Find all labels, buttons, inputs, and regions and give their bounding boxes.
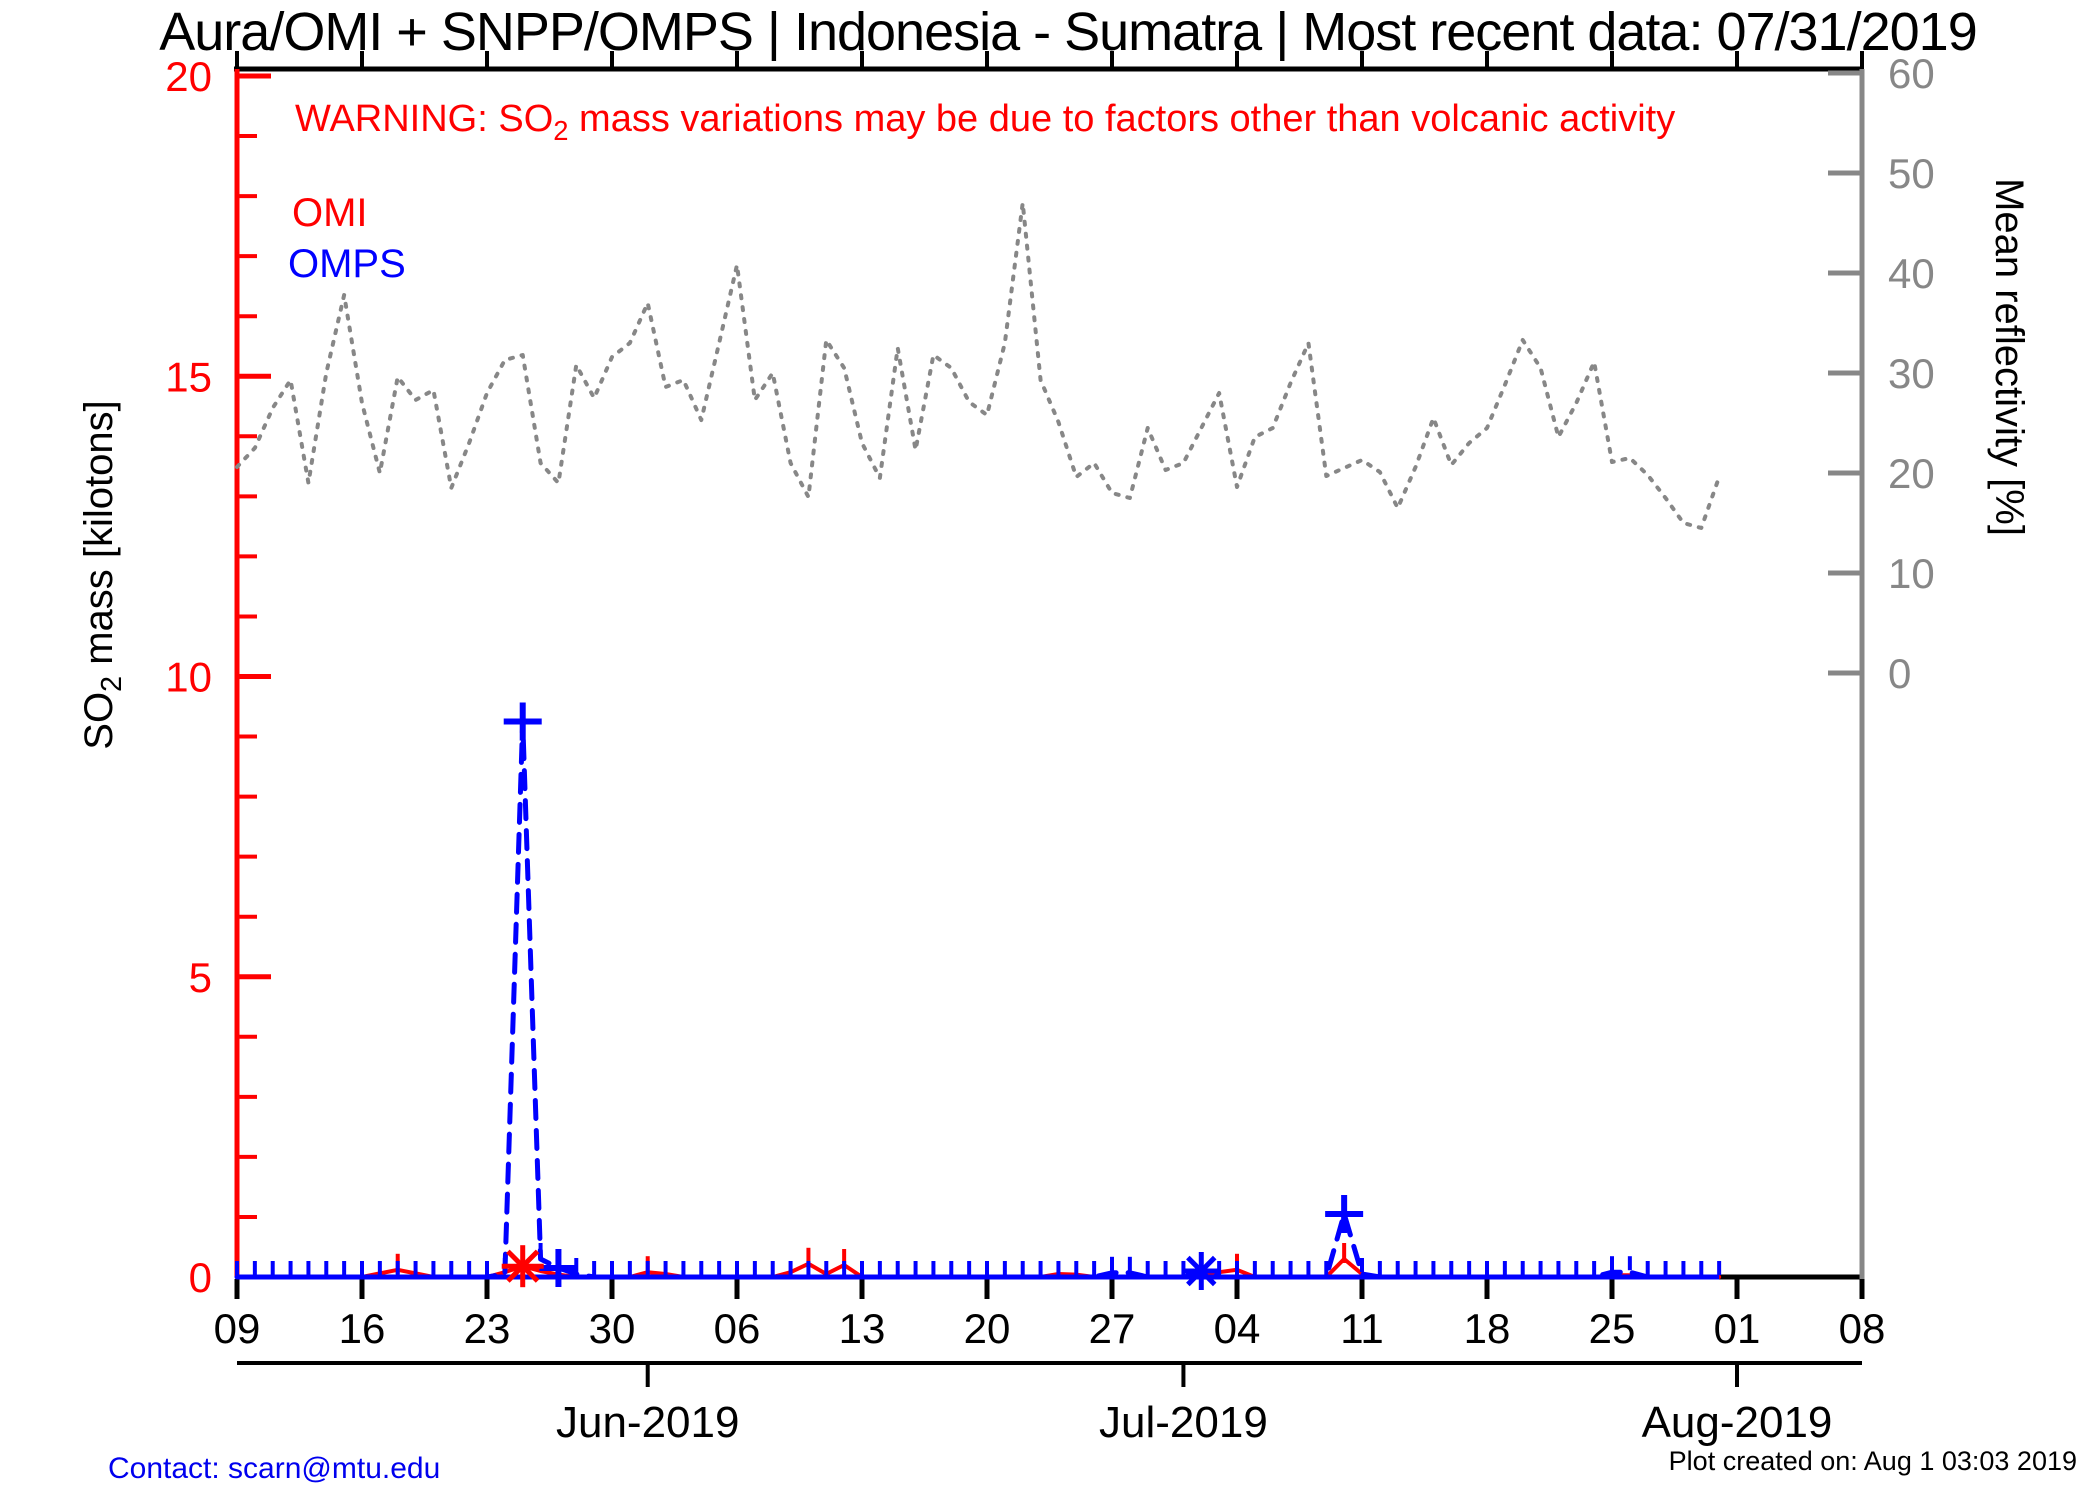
created-timestamp: Plot created on: Aug 1 03:03 2019 (1669, 1446, 2077, 1476)
month-label: Aug-2019 (1642, 1398, 1833, 1447)
x-tick-label: 01 (1714, 1305, 1761, 1352)
x-tick-label: 08 (1839, 1305, 1886, 1352)
y-axis-label-reflectivity: Mean reflectivity [%] (1987, 178, 2031, 536)
omi-series (235, 1242, 1722, 1279)
refl-tick-label: 30 (1888, 350, 1935, 397)
refl-tick-label: 20 (1888, 450, 1935, 497)
omps-line (234, 719, 1722, 1280)
refl-tick-label: 0 (1888, 650, 1911, 697)
x-tick-label: 11 (1340, 1305, 1384, 1352)
omi-line (235, 1256, 1722, 1279)
legend-label-omi: OMI (292, 191, 368, 235)
month-label: Jun-2019 (556, 1398, 739, 1447)
x-tick-label: 25 (1589, 1305, 1636, 1352)
refl-tick-label: 40 (1888, 250, 1935, 297)
reflectivity-curve (235, 201, 1722, 530)
event-markers (501, 702, 1364, 1290)
x-tick-label: 30 (589, 1305, 636, 1352)
so2-tick-label: 10 (165, 654, 212, 701)
contact-link[interactable]: Contact: scarn@mtu.edu (108, 1452, 440, 1485)
month-label: Jul-2019 (1099, 1398, 1268, 1447)
warning-text: WARNING: SO2 mass variations may be due … (295, 98, 1675, 146)
so2-tick-label: 5 (189, 954, 212, 1001)
x-tick-label: 20 (964, 1305, 1011, 1352)
omps-series (234, 719, 1722, 1280)
x-tick-label: 13 (839, 1305, 886, 1352)
refl-tick-label: 60 (1888, 50, 1935, 97)
refl-tick-label: 50 (1888, 150, 1935, 197)
x-tick-label: 16 (339, 1305, 386, 1352)
so2-tick-label: 15 (165, 353, 212, 400)
omi-star-marker (506, 1249, 540, 1283)
x-tick-label: 18 (1464, 1305, 1511, 1352)
x-tick-label: 06 (714, 1305, 761, 1352)
refl-tick-label: 10 (1888, 550, 1935, 597)
omps-star-marker (1186, 1255, 1217, 1287)
legend-label-omps: OMPS (288, 242, 406, 286)
reflectivity-series (235, 201, 1722, 530)
so2-tick-label: 0 (189, 1254, 212, 1301)
x-tick-label: 23 (464, 1305, 511, 1352)
x-tick-label: 27 (1089, 1305, 1136, 1352)
chart-title: Aura/OMI + SNPP/OMPS | Indonesia - Sumat… (159, 2, 1976, 62)
so2-tick-label: 20 (165, 53, 212, 100)
y-axis-label-so2: SO2 mass [kilotons] (77, 400, 128, 749)
x-tick-label: 09 (214, 1305, 261, 1352)
x-tick-label: 04 (1214, 1305, 1261, 1352)
